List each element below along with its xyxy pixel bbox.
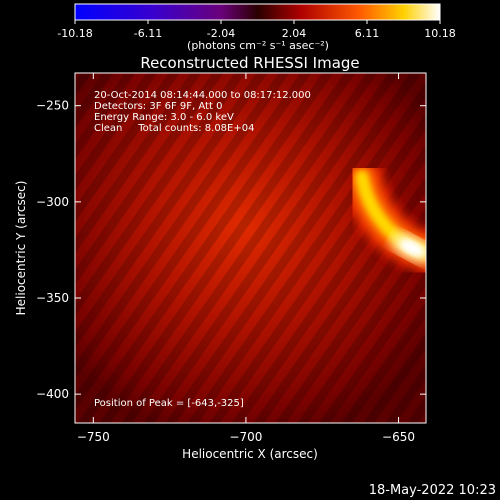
y-axis-ticks: −250 −300 −350 −400 [36, 99, 426, 401]
colorbar-gradient [75, 4, 440, 20]
chart-title: Reconstructed RHESSI Image [140, 54, 359, 72]
y-tick-label: −300 [36, 195, 69, 209]
colorbar-tick-label: 10.18 [424, 27, 456, 40]
observation-info: 20-Oct-2014 08:14:44.000 to 08:17:12.000… [94, 90, 311, 134]
plot-frame [74, 72, 427, 424]
x-axis-label: Heliocentric X (arcsec) [182, 447, 318, 461]
colorbar-unit-label: (photons cm⁻² s⁻¹ asec⁻²) [187, 39, 329, 52]
colorbar-tick-label: -6.11 [134, 27, 162, 40]
colorbar-tick-label: 2.04 [282, 27, 307, 40]
x-axis-ticks: −750−700−650−600 [77, 73, 415, 444]
peak-position-label: Position of Peak = [-643,-325] [94, 398, 244, 409]
footer-timestamp: 18-May-2022 10:23 [369, 483, 496, 498]
colorbar-tick-label: 6.11 [355, 27, 380, 40]
x-tick-label: −750 [77, 430, 110, 444]
heatmap-image [75, 73, 426, 423]
colorbar-tick-label: -2.04 [207, 27, 235, 40]
annotation-time-range: 20-Oct-2014 08:14:44.000 to 08:17:12.000 [94, 90, 311, 101]
x-tick-label: −700 [229, 430, 262, 444]
colorbar-frame [74, 3, 441, 21]
colorbar: -10.18 -6.11 -2.04 2.04 6.11 10.18 (photons c… [57, 3, 456, 52]
y-tick-label: −350 [36, 291, 69, 305]
y-axis-label: Heliocentric Y (arcsec) [14, 181, 28, 316]
heatmap-sidelobe-pattern [75, 73, 426, 423]
colorbar-ticks: -10.18 -6.11 -2.04 2.04 6.11 10.18 [57, 20, 456, 40]
y-tick-label: −250 [36, 99, 69, 113]
annotation-clean-counts: Clean Total counts: 8.08E+04 [94, 123, 254, 134]
y-tick-label: −400 [36, 387, 69, 401]
source-peak-white [400, 240, 423, 256]
flare-source [341, 156, 426, 274]
colorbar-tick-label: -10.18 [57, 27, 92, 40]
x-tick-label: −650 [382, 430, 415, 444]
annotation-energy-range: Energy Range: 3.0 - 6.0 keV [94, 112, 234, 123]
annotation-detectors: Detectors: 3F 6F 9F, Att 0 [94, 101, 222, 112]
